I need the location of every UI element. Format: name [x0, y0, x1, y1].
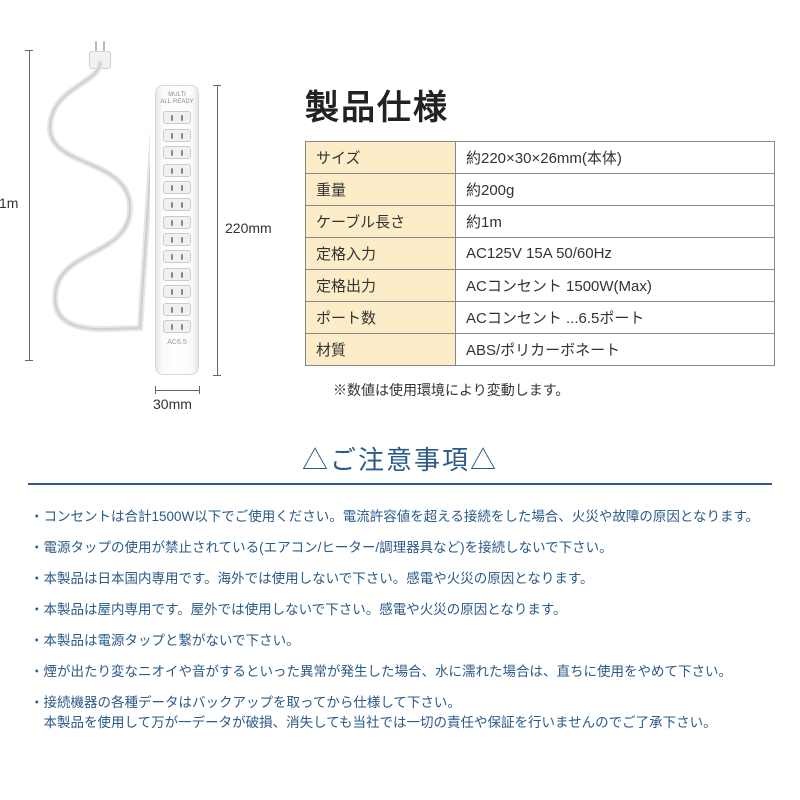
notice-underline — [28, 483, 772, 485]
spec-value: 約200g — [456, 174, 775, 206]
outlet-slot — [163, 198, 191, 211]
notice-item: ・電源タップの使用が禁止されている(エアコン/ヒーター/調理器具など)を接続しな… — [28, 538, 772, 559]
outlet-slot — [163, 164, 191, 177]
table-row: ポート数ACコンセント ...6.5ポート — [306, 302, 775, 334]
power-strip: MULTI ALL·READY AC6.5 — [155, 85, 199, 375]
product-diagram: MULTI ALL·READY AC6.5 1m 220mm — [25, 30, 275, 420]
table-row: サイズ約220×30×26mm(本体) — [306, 142, 775, 174]
outlet-slot — [163, 303, 191, 316]
spec-value: ACコンセント 1500W(Max) — [456, 270, 775, 302]
spec-label: ポート数 — [306, 302, 456, 334]
spec-value: 約220×30×26mm(本体) — [456, 142, 775, 174]
outlet-slot — [163, 216, 191, 229]
strip-top-label: MULTI ALL·READY — [156, 92, 198, 105]
outlet-slot — [163, 233, 191, 246]
spec-label: 定格入力 — [306, 238, 456, 270]
notice-item: ・煙が出たり変なニオイや音がするといった異常が発生した場合、水に濡れた場合は、直… — [28, 662, 772, 683]
dim-line-width — [155, 390, 199, 391]
table-row: 重量約200g — [306, 174, 775, 206]
spec-panel: 製品仕様 サイズ約220×30×26mm(本体)重量約200gケーブル長さ約1m… — [305, 30, 775, 420]
outlet-slot — [163, 129, 191, 142]
notice-item: ・接続機器の各種データはバックアップを取ってから仕様して下さい。 本製品を使用し… — [28, 693, 772, 735]
top-section: MULTI ALL·READY AC6.5 1m 220mm — [0, 0, 800, 430]
outlet-slot — [163, 285, 191, 298]
dim-label-height: 220mm — [225, 220, 272, 236]
dim-label-cable: 1m — [0, 195, 18, 211]
outlet-slot — [163, 181, 191, 194]
spec-note: ※数値は使用環境により変動します。 — [305, 380, 775, 400]
spec-table: サイズ約220×30×26mm(本体)重量約200gケーブル長さ約1m定格入力A… — [305, 141, 775, 366]
notice-list: ・コンセントは合計1500W以下でご使用ください。電流許容値を超える接続をした場… — [28, 507, 772, 734]
dim-line-height — [217, 85, 218, 375]
dim-line-cable — [29, 50, 30, 360]
notice-item: ・コンセントは合計1500W以下でご使用ください。電流許容値を超える接続をした場… — [28, 507, 772, 528]
spec-value: AC125V 15A 50/60Hz — [456, 238, 775, 270]
spec-value: ABS/ポリカーボネート — [456, 334, 775, 366]
table-row: 材質ABS/ポリカーボネート — [306, 334, 775, 366]
outlet-slot — [163, 268, 191, 281]
table-row: ケーブル長さ約1m — [306, 206, 775, 238]
strip-bottom-label: AC6.5 — [167, 339, 186, 346]
dim-label-width: 30mm — [153, 396, 192, 412]
spec-label: サイズ — [306, 142, 456, 174]
notice-item: ・本製品は日本国内専用です。海外では使用しないで下さい。感電や火災の原因となりま… — [28, 569, 772, 590]
table-row: 定格出力ACコンセント 1500W(Max) — [306, 270, 775, 302]
table-row: 定格入力AC125V 15A 50/60Hz — [306, 238, 775, 270]
notice-title: △ご注意事項△ — [28, 440, 772, 477]
notice-section: △ご注意事項△ ・コンセントは合計1500W以下でご使用ください。電流許容値を超… — [0, 440, 800, 764]
spec-label: ケーブル長さ — [306, 206, 456, 238]
spec-value: ACコンセント ...6.5ポート — [456, 302, 775, 334]
outlet-slot — [163, 250, 191, 263]
outlet-slot — [163, 320, 191, 333]
notice-item: ・本製品は電源タップと繋がないで下さい。 — [28, 631, 772, 652]
outlet-slot — [163, 111, 191, 124]
spec-label: 材質 — [306, 334, 456, 366]
cable-icon — [40, 58, 150, 358]
outlet-slot — [163, 146, 191, 159]
spec-value: 約1m — [456, 206, 775, 238]
spec-title: 製品仕様 — [305, 80, 775, 129]
notice-item: ・本製品は屋内専用です。屋外では使用しないで下さい。感電や火災の原因となります。 — [28, 600, 772, 621]
spec-label: 重量 — [306, 174, 456, 206]
spec-label: 定格出力 — [306, 270, 456, 302]
